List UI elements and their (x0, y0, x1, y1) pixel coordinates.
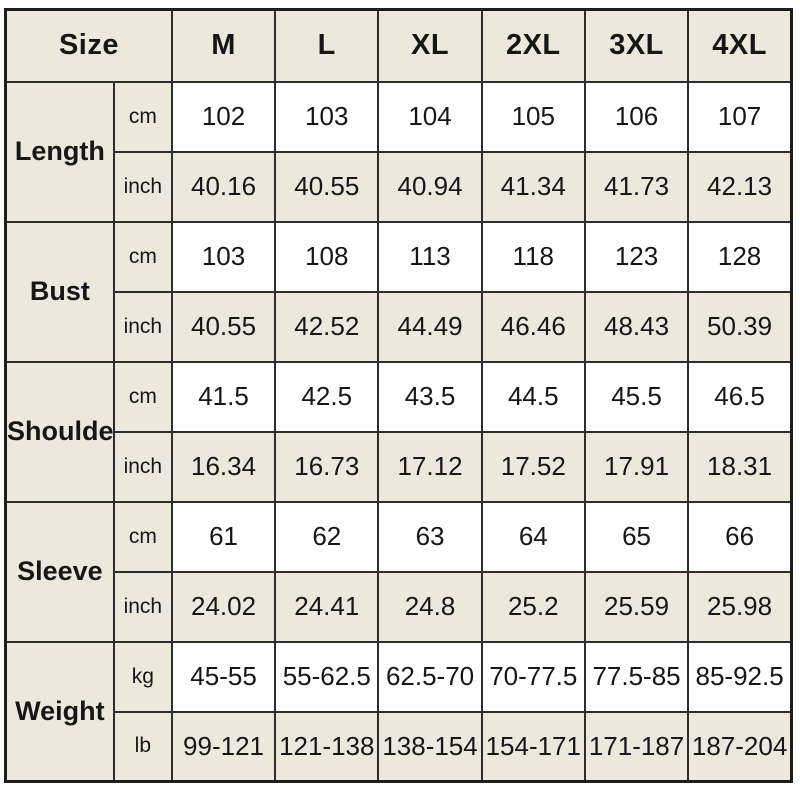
value-cell: 85-92.5 (687, 640, 793, 713)
table-row-length-inch: inch 40.16 40.55 40.94 41.34 41.73 42.13 (6, 150, 793, 223)
value-cell: 40.16 (170, 150, 277, 223)
value-cell: 46.46 (480, 290, 586, 363)
value-cell: 25.98 (687, 570, 793, 643)
value-cell: 70-77.5 (480, 640, 586, 713)
value-cell: 41.73 (583, 150, 690, 223)
unit-cell-length-cm: cm (112, 80, 173, 153)
value-cell: 99-121 (170, 710, 277, 783)
value-cell: 17.52 (480, 430, 586, 503)
value-cell: 25.2 (480, 570, 586, 643)
value-cell: 121-138 (274, 710, 380, 783)
value-cell: 40.55 (170, 290, 277, 363)
value-cell: 106 (583, 80, 690, 153)
column-header-3xl: 3XL (583, 8, 690, 83)
unit-cell-bust-inch: inch (112, 290, 173, 363)
value-cell: 55-62.5 (274, 640, 380, 713)
value-cell: 77.5-85 (583, 640, 690, 713)
value-cell: 41.5 (170, 360, 277, 433)
table-row-weight-kg: Weight kg 45-55 55-62.5 62.5-70 70-77.5 … (4, 640, 793, 783)
value-cell: 102 (170, 80, 277, 153)
column-header-2xl: 2XL (480, 8, 586, 83)
value-cell: 123 (583, 220, 690, 293)
column-header-l: L (274, 8, 380, 83)
column-header-4xl: 4XL (687, 8, 793, 83)
value-cell: 40.55 (274, 150, 380, 223)
table-row-weight-lb: lb 99-121 121-138 138-154 154-171 171-18… (6, 710, 793, 783)
value-cell: 154-171 (480, 710, 586, 783)
value-cell: 44.49 (377, 290, 483, 363)
value-cell: 50.39 (687, 290, 793, 363)
value-cell: 16.73 (274, 430, 380, 503)
row-label-shoulder: Shoulder (4, 360, 115, 503)
value-cell: 40.94 (377, 150, 483, 223)
table-row-sleeve-cm: Sleeve cm 61 62 63 64 65 66 (4, 500, 793, 643)
unit-cell-weight-lb: lb (112, 710, 173, 783)
value-cell: 118 (480, 220, 586, 293)
value-cell: 64 (480, 500, 586, 573)
table-row-bust-inch: inch 40.55 42.52 44.49 46.46 48.43 50.39 (6, 290, 793, 363)
value-cell: 17.12 (377, 430, 483, 503)
value-cell: 17.91 (583, 430, 690, 503)
value-cell: 42.5 (274, 360, 380, 433)
header-row: Size M L XL 2XL 3XL 4XL (4, 8, 793, 83)
value-cell: 107 (687, 80, 793, 153)
unit-cell-shoulder-inch: inch (112, 430, 173, 503)
value-cell: 44.5 (480, 360, 586, 433)
value-cell: 16.34 (170, 430, 277, 503)
value-cell: 24.02 (170, 570, 277, 643)
value-cell: 18.31 (687, 430, 793, 503)
row-label-weight: Weight (4, 640, 115, 783)
size-chart-table: Size M L XL 2XL 3XL 4XL Length cm 102 10… (4, 8, 793, 783)
column-header-m: M (170, 8, 277, 83)
unit-cell-length-inch: inch (112, 150, 173, 223)
value-cell: 46.5 (687, 360, 793, 433)
value-cell: 187-204 (687, 710, 793, 783)
value-cell: 48.43 (583, 290, 690, 363)
value-cell: 62 (274, 500, 380, 573)
table-row-length-cm: Length cm 102 103 104 105 106 107 (4, 80, 793, 223)
table-row-bust-cm: Bust cm 103 108 113 118 123 128 (4, 220, 793, 363)
unit-cell-sleeve-cm: cm (112, 500, 173, 573)
value-cell: 103 (274, 80, 380, 153)
value-cell: 63 (377, 500, 483, 573)
value-cell: 138-154 (377, 710, 483, 783)
unit-cell-weight-kg: kg (112, 640, 173, 713)
value-cell: 45-55 (170, 640, 277, 713)
value-cell: 105 (480, 80, 586, 153)
value-cell: 25.59 (583, 570, 690, 643)
value-cell: 65 (583, 500, 690, 573)
value-cell: 66 (687, 500, 793, 573)
value-cell: 62.5-70 (377, 640, 483, 713)
value-cell: 42.52 (274, 290, 380, 363)
value-cell: 61 (170, 500, 277, 573)
row-label-sleeve: Sleeve (4, 500, 115, 643)
value-cell: 24.41 (274, 570, 380, 643)
value-cell: 24.8 (377, 570, 483, 643)
unit-cell-sleeve-inch: inch (112, 570, 173, 643)
table-row-shoulder-inch: inch 16.34 16.73 17.12 17.52 17.91 18.31 (6, 430, 793, 503)
value-cell: 43.5 (377, 360, 483, 433)
table-row-shoulder-cm: Shoulder cm 41.5 42.5 43.5 44.5 45.5 46.… (4, 360, 793, 503)
value-cell: 41.34 (480, 150, 586, 223)
size-header-cell: Size (4, 8, 173, 83)
value-cell: 104 (377, 80, 483, 153)
column-header-xl: XL (377, 8, 483, 83)
value-cell: 113 (377, 220, 483, 293)
value-cell: 103 (170, 220, 277, 293)
value-cell: 42.13 (687, 150, 793, 223)
value-cell: 171-187 (583, 710, 690, 783)
value-cell: 45.5 (583, 360, 690, 433)
value-cell: 108 (274, 220, 380, 293)
unit-cell-shoulder-cm: cm (112, 360, 173, 433)
value-cell: 128 (687, 220, 793, 293)
unit-cell-bust-cm: cm (112, 220, 173, 293)
row-label-length: Length (4, 80, 115, 223)
row-label-bust: Bust (4, 220, 115, 363)
table-row-sleeve-inch: inch 24.02 24.41 24.8 25.2 25.59 25.98 (6, 570, 793, 643)
